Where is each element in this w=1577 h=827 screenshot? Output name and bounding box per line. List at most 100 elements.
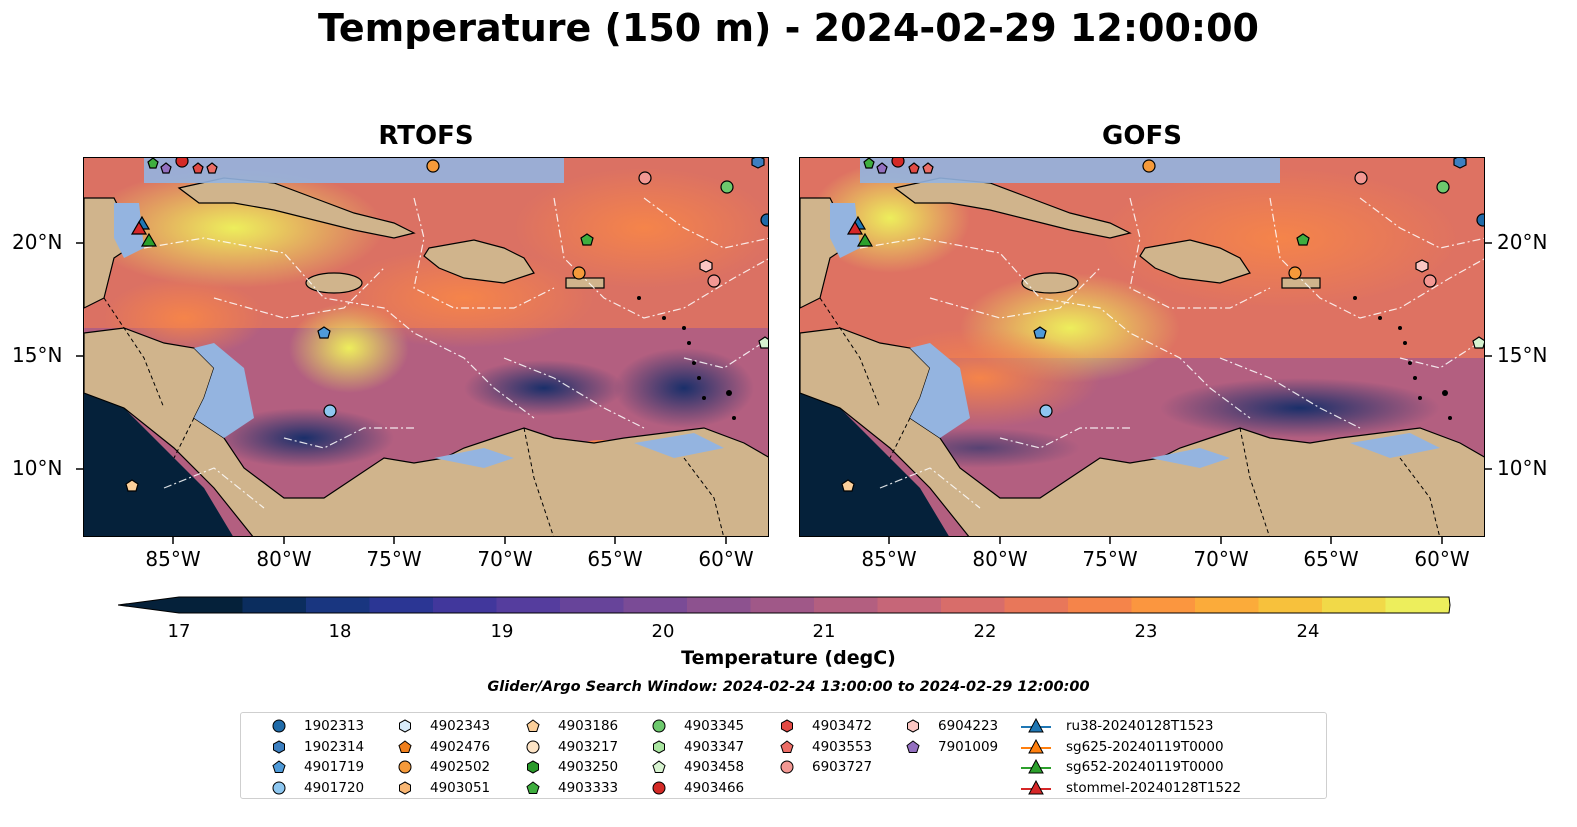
argo-float-hexagon-icon [527,760,539,774]
glider-track-icon [1021,779,1051,794]
legend-label: 4903472 [812,718,873,734]
country-borders [103,297,725,536]
legend-label: 4903186 [558,718,619,734]
hispaniola-island [423,239,535,284]
argo-float-hexagon-icon [399,780,411,795]
pacific-ocean [800,393,949,536]
legend: 1902313 1902314 4901719 4901720 4902343 49024… [240,712,1327,799]
colorbar-cell [750,597,815,613]
legend-label: 4903553 [812,738,873,755]
colorbar-tick: 21 [812,621,836,642]
argo-float-hexagon-icon [273,739,285,754]
honduras-shelf [910,343,970,438]
colorbar-cell [433,597,497,613]
colorbar-tick: 18 [328,621,352,642]
colorbar-cell [877,597,942,613]
argo-float-pentagon-icon [526,780,540,794]
colorbar-cell [1068,597,1132,613]
axis-tick-marks [76,242,1492,544]
y-tick-label: 20°N [1497,230,1548,254]
figure-title: Temperature (150 m) - 2024-02-29 12:00:0… [317,6,1259,50]
jamaica-island [1021,272,1079,294]
legend-label: 6903727 [812,759,873,775]
x-tick-label: 75°W [366,547,422,571]
legend-label: 4902502 [430,759,491,775]
legend-label: sg652-20240119T0000 [1066,759,1224,775]
puerto-rico-island [1281,277,1321,289]
lesser-antilles [1353,296,1452,420]
legend-label: 4903217 [558,738,619,755]
jamaica-island [305,272,363,294]
argo-float-circle-icon [780,760,794,774]
legend-label: ru38-20240128T1523 [1066,718,1214,734]
y-tick-label: 15°N [1497,343,1548,367]
colorbar-cell [814,597,878,613]
x-tick-label: 65°W [1303,547,1359,571]
argo-float-pentagon-icon [780,739,794,753]
argo-float-circle-icon [272,719,286,733]
legend-label: 6904223 [938,718,999,734]
country-borders [819,297,1441,536]
argo-float-hexagon-icon [781,719,793,733]
rtofs-map-canvas [84,158,768,536]
argo-float-pentagon-icon [272,760,286,773]
hispaniola-island [1139,239,1251,284]
x-tick-label: 60°W [698,547,754,571]
x-tick-label: 75°W [1082,547,1138,571]
argo-float-hexagon-icon [907,719,919,733]
argo-float-pentagon-icon [652,760,666,773]
lesser-antilles [637,296,736,420]
legend-label: sg625-20240119T0000 [1066,738,1224,755]
cuba-island [177,177,416,239]
argo-float-hexagon-icon [399,719,411,733]
colorbar-cell [369,597,434,613]
x-tick-label: 85°W [861,547,917,571]
south-america-land [800,327,1484,536]
colorbar-cell [306,597,370,613]
legend-label: 4903051 [430,779,491,796]
colorbar-tick: 24 [1296,621,1320,642]
colorbar-cell [1004,597,1069,613]
x-tick-label: 70°W [477,547,533,571]
glider-track-icon [1021,718,1051,733]
x-tick-label: 70°W [1193,547,1249,571]
argo-float-hexagon-icon [653,739,665,754]
y-tick-label: 15°N [12,343,63,367]
gofs-observation-markers [841,158,1484,492]
pacific-ocean [84,393,233,536]
argo-float-pentagon-icon [906,739,920,753]
colorbar-cell [1131,597,1196,613]
x-tick-label: 65°W [587,547,643,571]
glider-track-icon [1021,738,1051,753]
argo-float-circle-icon [652,781,666,794]
y-tick-label: 10°N [12,456,63,480]
y-tick-label: 10°N [1497,456,1548,480]
rtofs-observation-markers [125,158,768,492]
legend-label: 1902314 [304,738,365,755]
colorbar-cell [1195,597,1259,613]
x-tick-label: 85°W [145,547,201,571]
eez-boundaries [859,197,1484,509]
colorbar-cell [623,597,688,613]
legend-label: 4901720 [304,779,365,796]
legend-label: stommel-20240128T1522 [1066,779,1242,796]
legend-label: 4903466 [684,779,745,796]
gofs-map-canvas [800,158,1484,536]
colorbar-cell [560,597,624,613]
legend-label: 4903458 [684,759,745,775]
argo-float-circle-icon [398,760,412,774]
argo-float-pentagon-icon [398,739,412,753]
colorbar-tick: 22 [973,621,997,642]
argo-float-circle-icon [526,740,540,753]
argo-float-circle-icon [272,781,286,794]
legend-label: 1902313 [304,718,365,734]
cuba-island [893,177,1132,239]
gofs-map [799,157,1485,537]
colorbar-tick: 19 [490,621,514,642]
colorbar-tick: 17 [167,621,191,642]
colorbar-cell [687,597,751,613]
colorbar-tick: 23 [1134,621,1158,642]
colorbar-cell [1385,597,1450,613]
panel-title-gofs: GOFS [1102,121,1182,151]
argo-float-circle-icon [652,719,666,733]
